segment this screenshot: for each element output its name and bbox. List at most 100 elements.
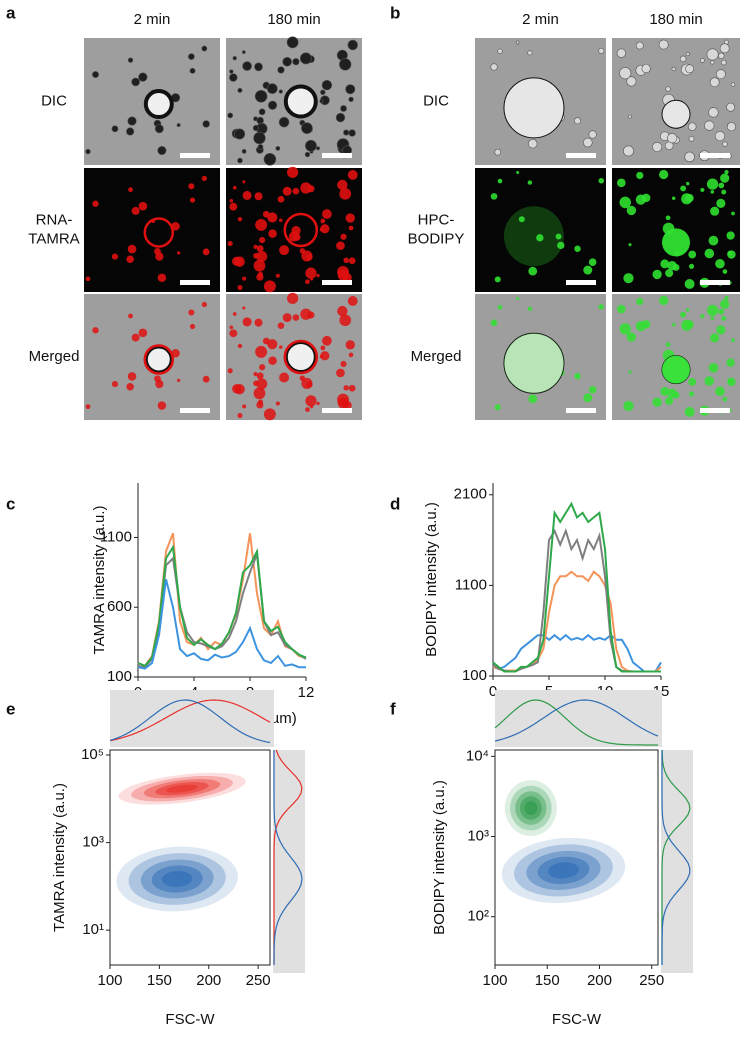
droplet (708, 107, 719, 118)
x-axis-label: FSC-W (552, 1011, 602, 1028)
droplet (345, 84, 356, 95)
y-axis-label: BODIPY intensity (a.u.) (423, 502, 440, 657)
droplet (234, 128, 246, 140)
droplet (242, 306, 246, 310)
droplet (665, 215, 671, 221)
droplet (201, 45, 208, 52)
droplet (322, 335, 332, 346)
droplet (619, 196, 631, 209)
marginal-bg (661, 750, 693, 973)
scale-bar (180, 153, 210, 158)
droplet (92, 71, 99, 79)
droplet (227, 241, 233, 247)
droplet (237, 413, 243, 419)
droplet (730, 82, 736, 87)
droplet (708, 362, 719, 373)
droplet (527, 306, 533, 311)
droplet (623, 273, 634, 284)
droplet (229, 329, 238, 338)
droplet (242, 50, 246, 54)
panel-label: a (6, 3, 16, 22)
droplet (583, 265, 593, 275)
x-tick-label: 250 (246, 972, 271, 989)
droplet (720, 173, 730, 183)
droplet (665, 342, 671, 347)
droplet (301, 377, 313, 389)
droplet (342, 272, 352, 283)
large-droplet (143, 217, 175, 248)
droplet (494, 276, 501, 283)
droplet (202, 120, 210, 128)
x-tick-label: 0 (489, 683, 497, 700)
droplet (598, 47, 605, 54)
droplet (336, 368, 345, 378)
y-tick-label: 10² (467, 908, 489, 925)
droplet (287, 166, 299, 178)
droplet (528, 139, 538, 149)
droplet (704, 120, 715, 131)
droplet (138, 72, 148, 82)
droplet (339, 58, 352, 71)
droplet (188, 53, 195, 60)
droplet (127, 372, 137, 381)
droplet (583, 393, 593, 403)
droplet (685, 51, 690, 56)
droplet (731, 338, 735, 343)
droplet (128, 187, 133, 193)
droplet (282, 186, 292, 196)
droplet (598, 177, 604, 184)
droplet (667, 388, 677, 399)
droplet (574, 245, 581, 252)
droplet (686, 181, 690, 186)
droplet (536, 234, 544, 242)
y-tick-label: 1100 (455, 576, 487, 593)
droplet (704, 376, 715, 386)
droplet (679, 55, 687, 63)
droplet (715, 386, 725, 397)
x-tick-label: 250 (639, 972, 664, 989)
droplet (259, 236, 266, 244)
row-label: TAMRA (28, 230, 79, 247)
droplet (715, 69, 726, 80)
y-tick-label: 600 (107, 598, 132, 615)
droplet (242, 180, 246, 184)
y-tick-label: 10⁴ (466, 747, 489, 764)
droplet (277, 322, 285, 330)
droplet (259, 364, 266, 371)
droplet (494, 404, 501, 411)
droplet (287, 292, 299, 304)
droplet (616, 304, 626, 314)
droplet (343, 129, 350, 136)
x-tick-label: 200 (587, 972, 612, 989)
x-tick-label: 100 (482, 972, 507, 989)
droplet (255, 218, 268, 231)
droplet (300, 182, 312, 194)
droplet (278, 89, 283, 94)
droplet (626, 205, 637, 216)
droplet (660, 259, 670, 269)
droplet (304, 151, 311, 158)
droplet (316, 401, 320, 406)
droplet (234, 256, 245, 267)
droplet (588, 258, 597, 266)
droplet (92, 200, 99, 207)
droplet (305, 267, 317, 279)
droplet (320, 351, 330, 361)
droplet (641, 320, 651, 329)
scale-bar (700, 280, 730, 285)
droplet (319, 99, 324, 104)
density-contour (548, 862, 579, 879)
droplet (316, 146, 321, 151)
large-droplet (503, 332, 565, 394)
droplet (254, 318, 263, 327)
droplet (188, 183, 195, 190)
droplet (337, 179, 348, 191)
droplet (716, 325, 726, 335)
column-header: 2 min (522, 11, 559, 28)
droplet (667, 133, 678, 144)
droplet (254, 90, 268, 103)
droplet (305, 407, 310, 412)
droplet (128, 313, 133, 319)
droplet (305, 139, 317, 152)
